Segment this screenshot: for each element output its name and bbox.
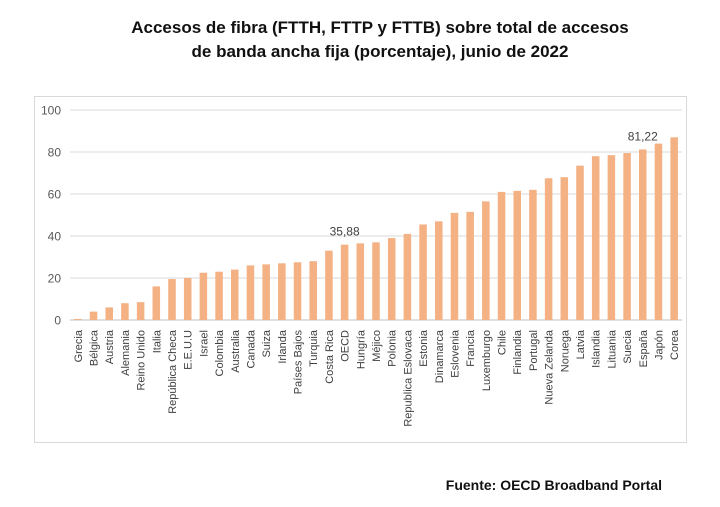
bar — [340, 244, 349, 320]
x-tick-label: Chile — [497, 330, 509, 355]
bar — [482, 201, 490, 320]
x-tick-label: Méjico — [371, 330, 383, 362]
bar — [293, 262, 302, 320]
bar — [262, 264, 270, 320]
x-tick-label: Italia — [151, 329, 163, 353]
bar — [89, 311, 98, 320]
x-tick-label: Francia — [465, 329, 477, 367]
x-tick-label: Irlanda — [277, 329, 289, 364]
y-tick-label: 100 — [41, 104, 61, 118]
x-tick-label: Suiza — [261, 329, 273, 357]
x-tick-label: Latvia — [575, 329, 587, 359]
bar — [152, 286, 161, 320]
x-tick-label: Nueva Zelanda — [544, 329, 556, 404]
x-tick-label: Lituania — [606, 329, 618, 368]
bar — [325, 250, 333, 320]
y-tick-label: 80 — [48, 146, 62, 160]
bar — [513, 190, 521, 320]
x-tick-label: Bélgica — [89, 329, 101, 366]
x-tick-label: Alemania — [120, 329, 132, 376]
x-tick-label: Finlandia — [512, 329, 524, 375]
y-tick-label: 20 — [48, 272, 62, 286]
x-tick-label: Polonia — [387, 329, 399, 367]
x-tick-label: España — [638, 329, 650, 367]
chart-title-line-2: de banda ancha fija (porcentaje), junio … — [191, 42, 569, 61]
x-tick-label: Estonia — [418, 329, 430, 367]
x-tick-label: Colombia — [214, 329, 226, 376]
x-tick-label: Turquia — [308, 329, 320, 367]
bar — [356, 243, 365, 320]
bar — [387, 238, 396, 320]
bar — [231, 269, 239, 320]
x-tick-label: Corea — [669, 329, 681, 360]
x-tick-label: Portugal — [528, 330, 540, 371]
bar — [529, 189, 537, 320]
x-tick-label: Australia — [230, 329, 242, 373]
bar — [309, 261, 317, 320]
bar — [215, 271, 223, 320]
x-tick-label: E.E.U.U — [183, 330, 195, 370]
data-label: 81,22 — [628, 129, 658, 143]
x-tick-label: Austria — [104, 329, 116, 364]
bar — [466, 211, 474, 320]
x-tick-label: Hungría — [355, 329, 367, 369]
x-tick-label: Luxemburgo — [481, 330, 493, 391]
bar — [168, 279, 176, 320]
x-tick-label: República Checa — [167, 329, 179, 414]
bar — [591, 156, 600, 320]
bar — [419, 224, 427, 320]
source-note: Fuente: OECD Broadband Portal — [445, 477, 662, 493]
bar — [654, 143, 663, 320]
bar — [560, 177, 569, 320]
bar — [183, 278, 192, 320]
x-tick-label: Costa Rica — [324, 329, 336, 384]
bar — [623, 153, 631, 320]
bar — [450, 212, 459, 320]
x-tick-label: OECD — [340, 330, 352, 362]
chart-title: Accesos de fibra (FTTH, FTTP y FTTB) sob… — [0, 16, 720, 64]
chart-title-line-1: Accesos de fibra (FTTH, FTTP y FTTB) sob… — [131, 18, 629, 37]
bar — [121, 303, 129, 320]
bar — [497, 191, 506, 320]
bar — [74, 318, 82, 320]
x-tick-label: Reino Unido — [136, 330, 148, 391]
x-tick-label: Países Bajos — [293, 330, 305, 395]
bar — [278, 263, 286, 320]
bar — [105, 307, 113, 320]
bar — [246, 265, 255, 320]
y-tick-label: 60 — [48, 188, 62, 202]
x-tick-label: Canada — [245, 329, 257, 368]
x-tick-label: Israel — [198, 330, 210, 357]
x-tick-label: Dinamarca — [434, 329, 446, 383]
bar — [576, 165, 584, 320]
bar — [136, 302, 145, 320]
bar — [544, 178, 553, 320]
x-tick-label: Eslovenia — [449, 329, 461, 378]
x-tick-label: Grecia — [73, 329, 85, 362]
bar — [607, 155, 616, 320]
bar — [372, 242, 380, 320]
x-tick-label: Republica Eslovaca — [402, 329, 414, 426]
y-tick-label: 0 — [54, 314, 61, 328]
x-tick-label: Islandia — [591, 329, 603, 368]
x-tick-label: Japón — [653, 330, 665, 360]
bar — [199, 272, 208, 320]
bar — [403, 233, 412, 320]
bar — [639, 149, 647, 320]
y-tick-label: 40 — [48, 230, 62, 244]
x-tick-label: Noruega — [559, 329, 571, 372]
data-label: 35,88 — [330, 225, 360, 239]
x-tick-label: Suecia — [622, 329, 634, 364]
bar — [435, 221, 443, 320]
bar — [670, 137, 678, 320]
